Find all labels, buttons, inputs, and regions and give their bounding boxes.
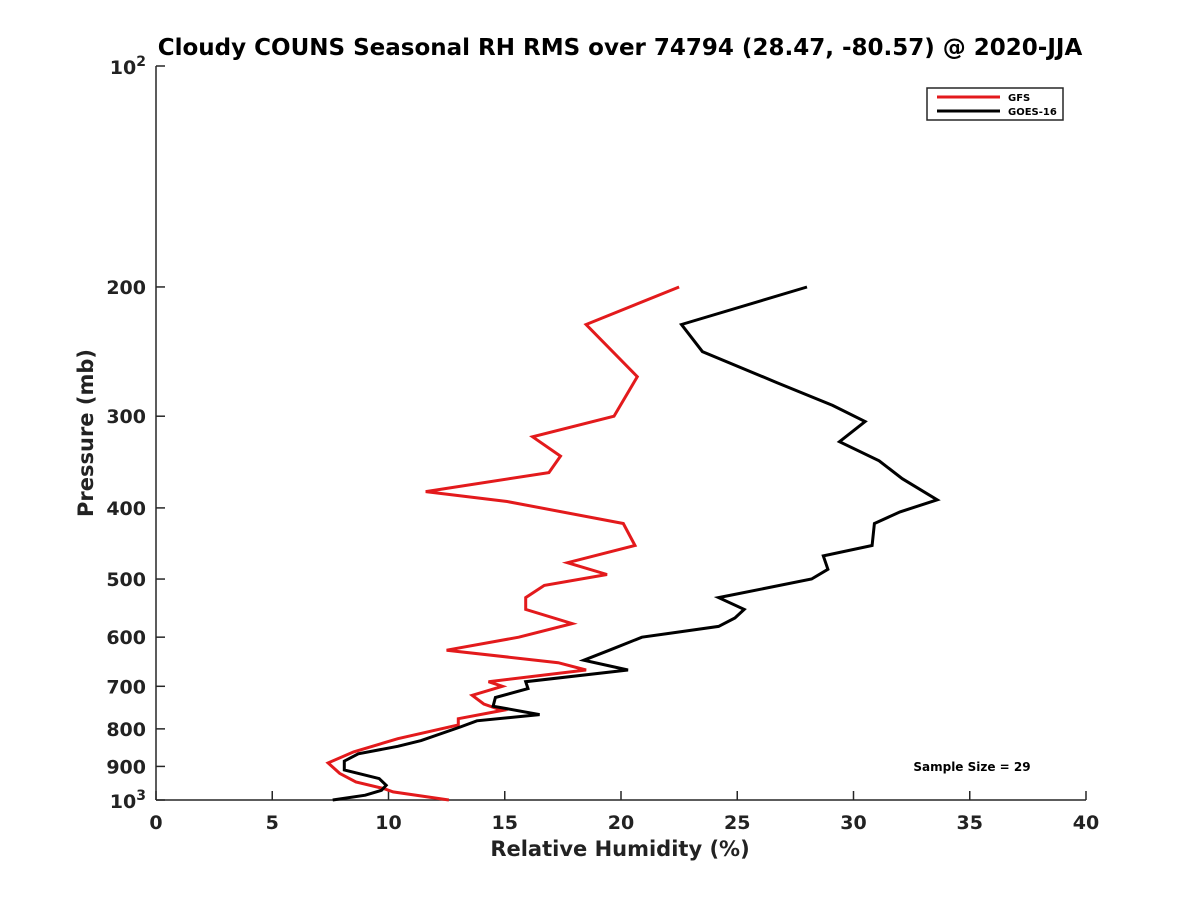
x-tick-label: 10 (375, 812, 401, 834)
y-tick-base: 10 (110, 791, 136, 813)
x-tick-label: 30 (840, 812, 866, 834)
y-tick-base: 10 (110, 57, 136, 79)
y-tick-label: 900 (106, 756, 146, 778)
x-tick-label: 35 (957, 812, 983, 834)
chart-title: Cloudy COUNS Seasonal RH RMS over 74794 … (158, 35, 1083, 61)
y-tick-label-power: 103 (110, 788, 146, 813)
x-tick-label: 5 (266, 812, 279, 834)
series-layer (325, 285, 941, 802)
x-tick-label: 40 (1073, 812, 1099, 834)
x-ticks: 0 5 10 15 20 25 30 35 40 (149, 791, 1099, 834)
series-line-goes-16 (332, 285, 941, 802)
series-line-gfs (325, 285, 680, 802)
y-tick-label: 400 (106, 498, 146, 520)
y-tick-exponent: 2 (136, 54, 146, 70)
legend-entry-label: GOES-16 (1008, 107, 1057, 118)
legend-box (926, 87, 1064, 121)
y-axis-label: Pressure (mb) (74, 349, 98, 517)
y-tick-label: 300 (106, 406, 146, 428)
sample-size-annotation: Sample Size = 29 (913, 760, 1030, 774)
x-axis-label: Relative Humidity (%) (490, 837, 749, 861)
legend-entry-label: GFS (1008, 93, 1030, 104)
y-tick-label: 500 (106, 569, 146, 591)
legend: GFS GOES-16 (926, 87, 1064, 121)
x-tick-label: 0 (149, 812, 162, 834)
y-tick-label: 200 (106, 277, 146, 299)
y-tick-label-power: 102 (110, 54, 146, 79)
y-tick-exponent: 3 (136, 788, 146, 804)
x-tick-label: 20 (608, 812, 634, 834)
y-tick-label: 600 (106, 627, 146, 649)
y-tick-label: 700 (106, 676, 146, 698)
x-tick-label: 25 (724, 812, 750, 834)
x-tick-label: 15 (492, 812, 518, 834)
y-tick-label: 800 (106, 719, 146, 741)
